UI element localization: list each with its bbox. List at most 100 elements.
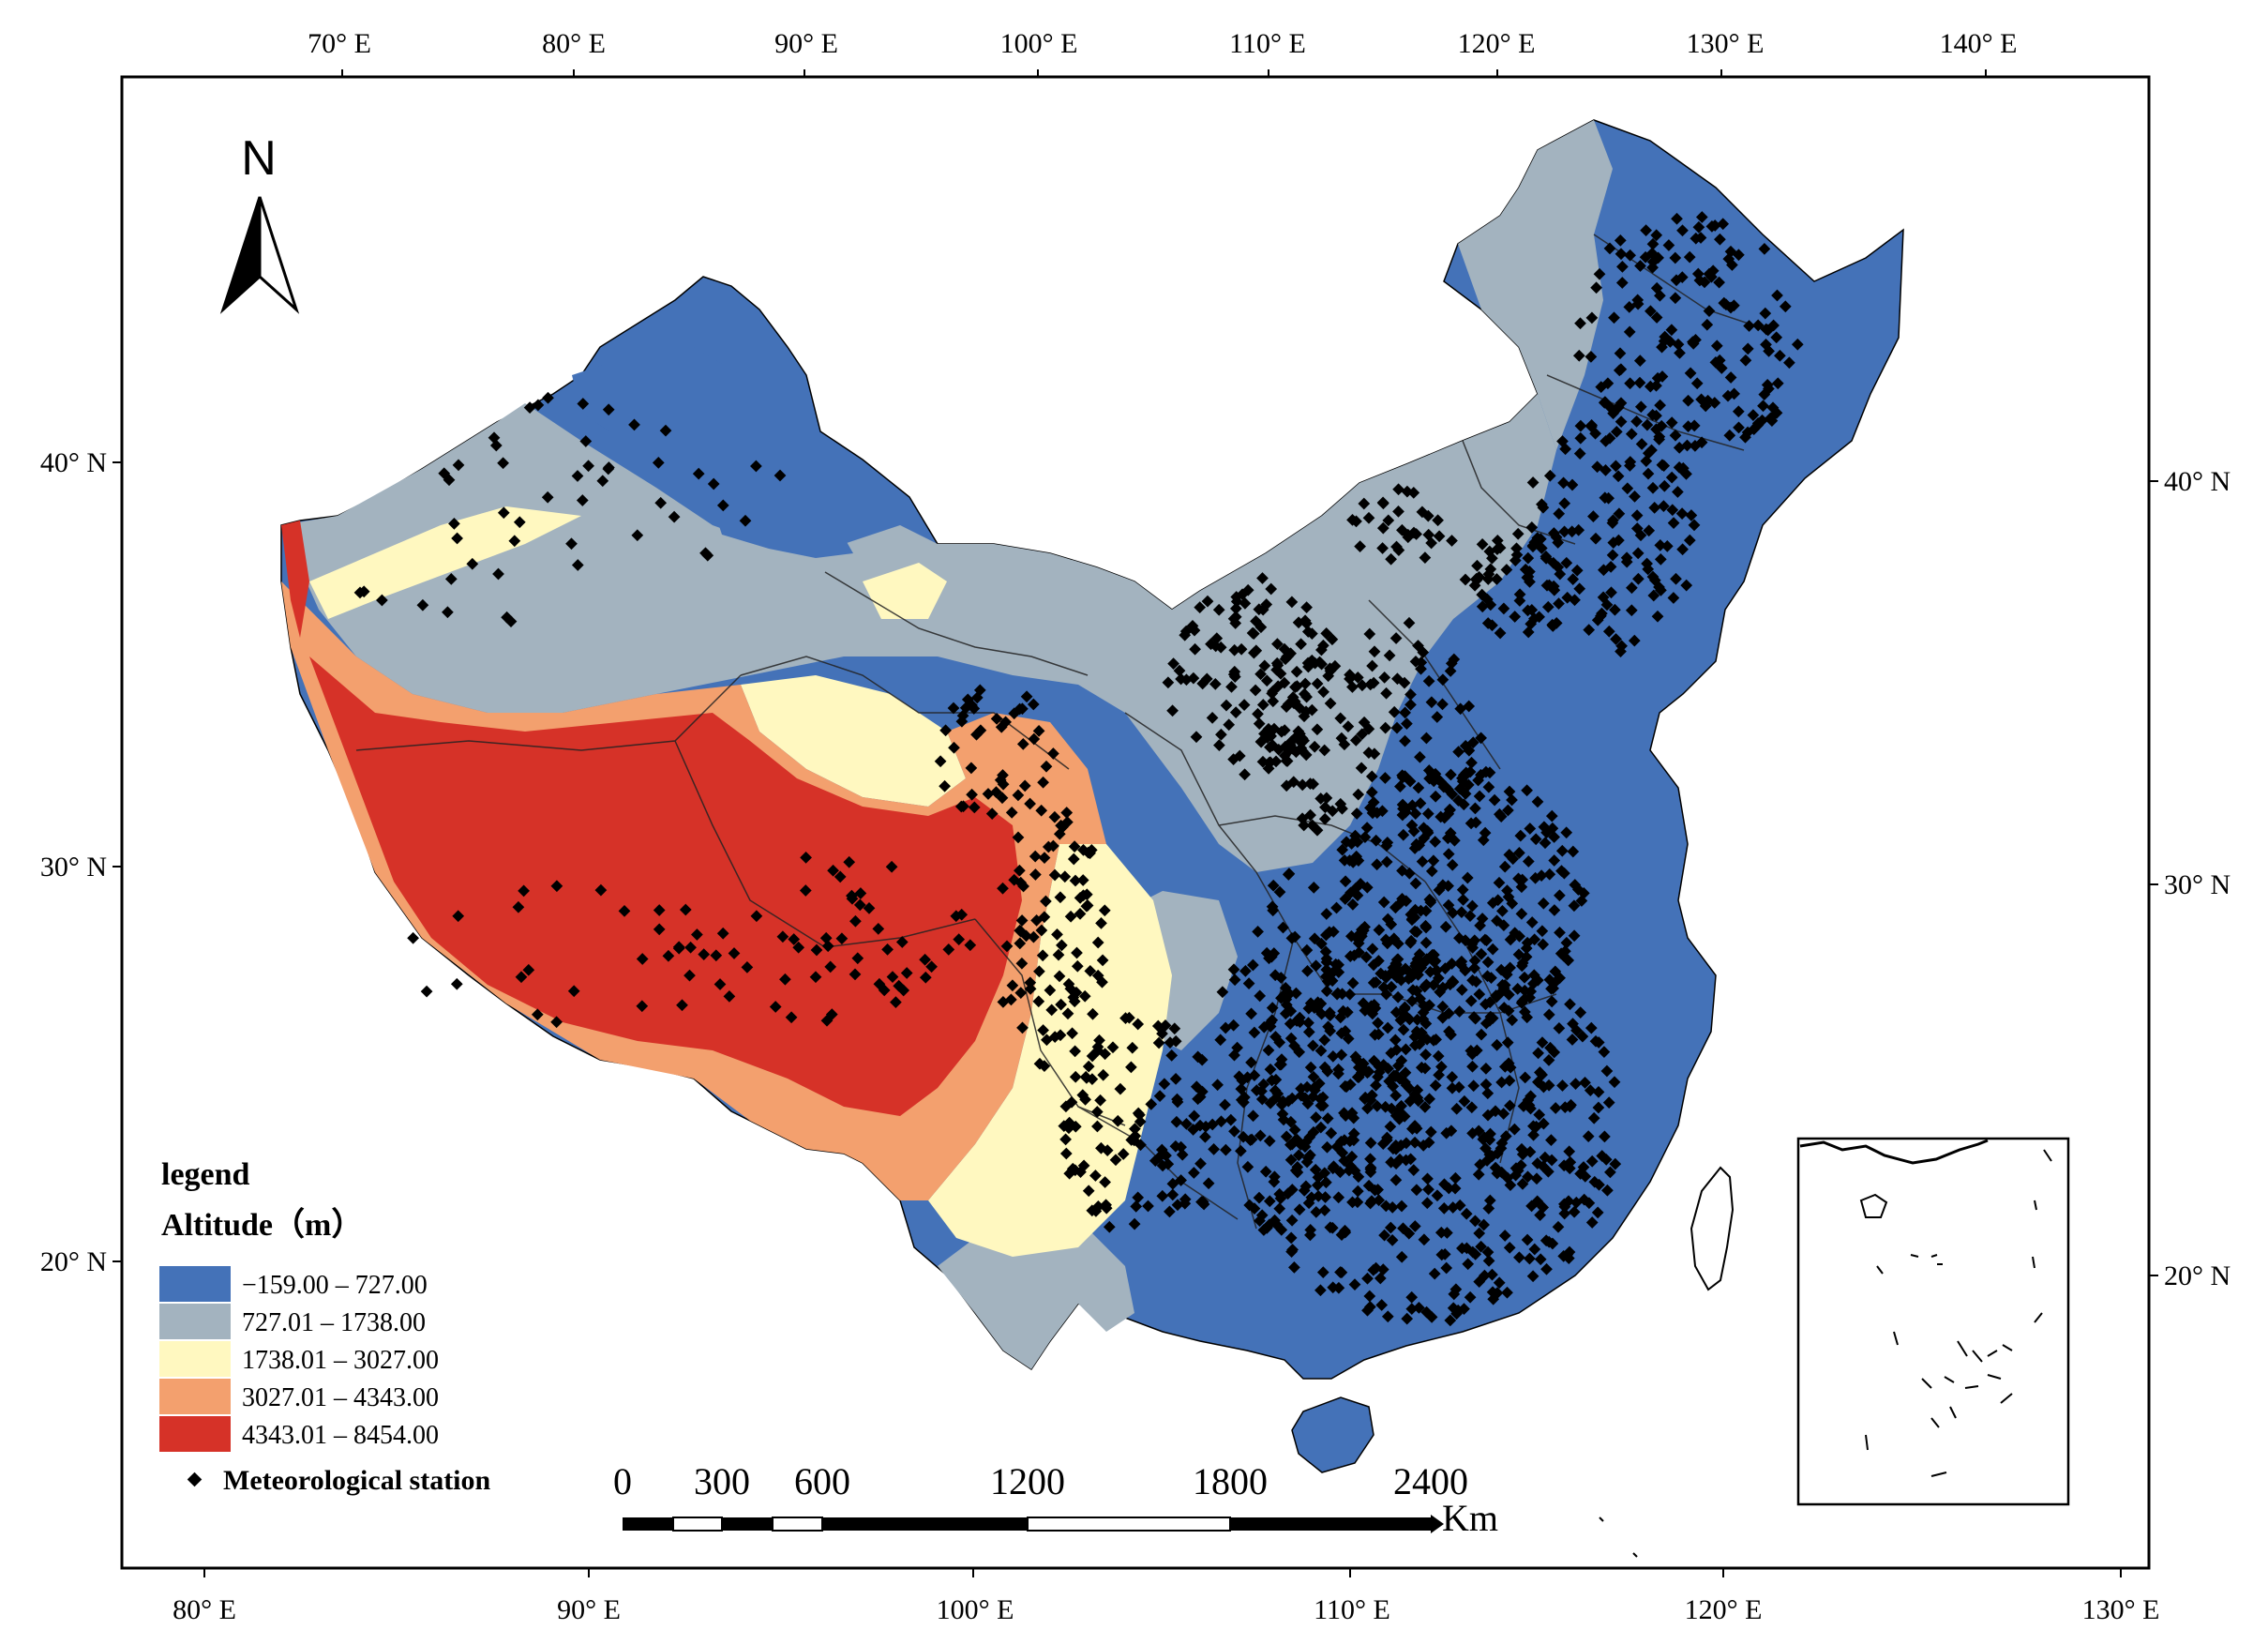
- station-marker: [1385, 980, 1398, 993]
- station-marker: [1089, 1205, 1103, 1217]
- station-marker: [1152, 1036, 1165, 1049]
- station-marker: [1386, 1234, 1399, 1246]
- station-marker: [1428, 1267, 1441, 1280]
- station-marker: [1284, 1231, 1298, 1245]
- station-marker: [1367, 976, 1380, 989]
- station-marker: [1196, 1085, 1209, 1098]
- scale-tick-label: 600: [794, 1460, 850, 1502]
- station-marker: [1257, 1078, 1270, 1091]
- station-marker: [1518, 971, 1531, 984]
- station-marker: [1372, 1184, 1384, 1196]
- station-marker: [1461, 1242, 1473, 1255]
- station-marker: [1247, 958, 1259, 972]
- station-marker: [1484, 1127, 1496, 1140]
- station-marker: [1558, 1207, 1571, 1220]
- station-marker: [1447, 974, 1459, 988]
- station-marker: [1128, 1217, 1141, 1230]
- station-marker: [1284, 1004, 1298, 1018]
- station-marker: [1531, 973, 1544, 987]
- station-marker: [1090, 1106, 1104, 1118]
- station-marker: [1534, 1253, 1547, 1266]
- bottom-lon-label: 130° E: [2082, 1594, 2160, 1625]
- station-marker: [1450, 1307, 1463, 1321]
- station-marker: [1568, 1205, 1581, 1218]
- station-marker: [1419, 955, 1431, 968]
- station-marker: [1242, 977, 1255, 989]
- station-marker: [1405, 1290, 1419, 1304]
- station-marker: [1497, 982, 1510, 994]
- station-marker: [1273, 1202, 1286, 1215]
- station-marker: [1199, 1120, 1212, 1133]
- station-marker: [1466, 1127, 1479, 1139]
- station-marker: [1592, 1101, 1605, 1114]
- station-marker: [1479, 1142, 1492, 1155]
- station-marker: [1032, 995, 1045, 1008]
- station-marker: [1400, 1137, 1413, 1150]
- station-marker: [1332, 1064, 1344, 1076]
- station-marker: [1593, 1178, 1605, 1191]
- scale-unit: Km: [1442, 1497, 1498, 1539]
- station-marker: [1291, 1166, 1304, 1179]
- station-marker: [1397, 1023, 1410, 1036]
- station-marker: [1420, 978, 1433, 991]
- station-marker: [1501, 1036, 1514, 1049]
- legend-swatch-2: [159, 1304, 231, 1339]
- station-marker: [1044, 984, 1057, 997]
- station-marker: [1408, 1220, 1421, 1232]
- station-marker: [1379, 970, 1392, 982]
- station-marker: [1462, 1258, 1475, 1271]
- station-marker: [1156, 1189, 1169, 1202]
- station-marker: [1335, 1229, 1348, 1241]
- station-marker: [1516, 1148, 1529, 1161]
- station-marker: [1176, 1148, 1189, 1161]
- station-marker: [1417, 1006, 1430, 1019]
- station-marker: [1245, 1056, 1257, 1069]
- station-marker: [1466, 973, 1479, 987]
- station-marker: [1061, 1007, 1074, 1020]
- station-marker: [450, 977, 463, 990]
- station-marker: [1608, 1076, 1621, 1089]
- station-marker: [1549, 1102, 1562, 1114]
- station-marker: [1164, 1205, 1176, 1218]
- station-marker: [1483, 1194, 1496, 1207]
- station-marker: [1024, 976, 1037, 989]
- station-marker: [1327, 1050, 1340, 1063]
- station-marker: [1263, 1218, 1276, 1231]
- station-marker: [1444, 1314, 1457, 1327]
- station-marker: [1491, 1038, 1503, 1051]
- station-marker: [1211, 1079, 1224, 1092]
- station-marker: [1579, 1170, 1592, 1183]
- station-marker: [1175, 1174, 1187, 1186]
- station-marker: [1082, 1060, 1095, 1073]
- station-marker: [1552, 1220, 1565, 1233]
- station-marker: [1585, 1155, 1599, 1168]
- station-marker: [1220, 1143, 1232, 1156]
- altitude-zone-727-1738-southwest: [938, 1219, 1134, 1369]
- station-marker: [1506, 1014, 1519, 1027]
- station-marker: [1285, 1092, 1299, 1105]
- station-marker: [1464, 1290, 1477, 1304]
- station-marker: [1316, 1266, 1329, 1278]
- station-marker: [1491, 1287, 1504, 1299]
- station-marker: [1188, 1109, 1201, 1123]
- station-marker: [1453, 1199, 1466, 1212]
- top-lon-label: 70° E: [308, 28, 371, 59]
- station-marker: [1373, 1194, 1386, 1207]
- station-marker: [1123, 1011, 1135, 1024]
- station-marker: [1484, 1010, 1497, 1023]
- station-marker: [1475, 1240, 1487, 1253]
- station-marker: [1239, 1091, 1251, 1104]
- station-marker: [1320, 963, 1333, 976]
- station-marker: [1526, 1270, 1540, 1283]
- station-marker: [1491, 1147, 1504, 1160]
- station-marker: [1188, 1167, 1200, 1179]
- legend-label-2: 727.01 – 1738.00: [242, 1308, 426, 1337]
- station-marker: [1363, 1290, 1376, 1303]
- station-marker: [1245, 1007, 1257, 1020]
- station-marker: [1233, 1070, 1246, 1083]
- station-marker: [1604, 1166, 1616, 1179]
- station-marker: [1404, 1013, 1416, 1026]
- station-marker: [1407, 1164, 1420, 1176]
- altitude-zone-727-1738-northeast: [1458, 120, 1613, 450]
- station-marker: [1262, 1044, 1275, 1057]
